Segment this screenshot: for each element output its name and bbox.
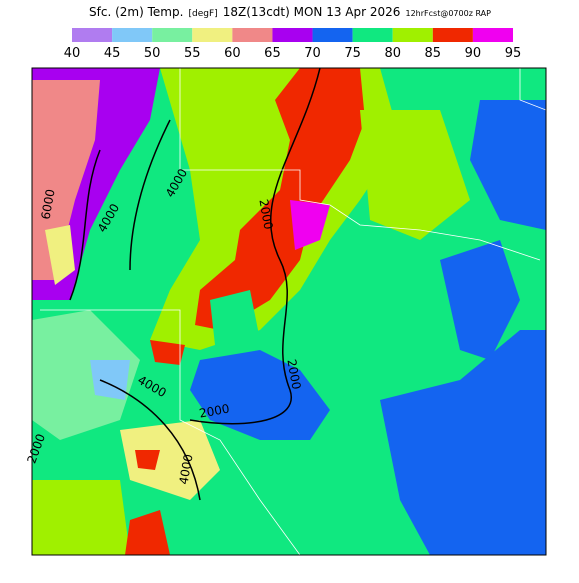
colorbar-swatch <box>72 28 113 42</box>
colorbar-label: 85 <box>425 46 442 61</box>
colorbar-label: 55 <box>184 46 201 61</box>
contour-label: 4000 <box>177 453 196 486</box>
contour-label: 6000 <box>39 188 58 221</box>
colorbar-label: 90 <box>465 46 482 61</box>
colorbar-label: 70 <box>304 46 321 61</box>
colorbar-swatch <box>312 28 353 42</box>
colorbar-swatch <box>432 28 473 42</box>
colorbar-swatch <box>152 28 193 42</box>
title-part: [degF] <box>188 9 217 19</box>
region <box>195 68 365 330</box>
colorbar-label: 50 <box>144 46 161 61</box>
map <box>31 67 547 556</box>
region <box>380 330 546 555</box>
region <box>360 110 470 240</box>
contour-label: 2000 <box>284 358 303 391</box>
title: Sfc. (2m) Temp. [degF] 18Z(13cdt) MON 13… <box>89 1 491 20</box>
colorbar-label: 45 <box>104 46 121 61</box>
region <box>125 510 170 555</box>
title-part: 18Z(13cdt) MON 13 Apr 2026 <box>223 5 401 19</box>
region <box>45 225 75 285</box>
contours <box>69 68 321 501</box>
region <box>190 350 330 440</box>
region <box>32 480 130 555</box>
region <box>150 340 185 365</box>
colorbar-label: 65 <box>264 46 281 61</box>
region <box>290 200 330 250</box>
title-part: Sfc. (2m) Temp. <box>89 5 183 19</box>
region <box>440 240 520 360</box>
colorbar-label: 60 <box>224 46 241 61</box>
colorbar: 40 45 50 55 60 65 70 75 80 85 90 95 <box>64 28 522 61</box>
colorbar-swatch <box>232 28 273 42</box>
colorbar-swatch <box>472 28 513 42</box>
colorbar-label: 95 <box>505 46 522 61</box>
colorbar-swatch <box>392 28 433 42</box>
colorbar-swatch <box>272 28 313 42</box>
region <box>90 360 130 400</box>
contour-label: 2000 <box>256 198 275 231</box>
colorbar-label: 80 <box>384 46 401 61</box>
colorbar-label: 75 <box>344 46 361 61</box>
borders <box>40 68 546 555</box>
region <box>32 310 140 440</box>
region <box>210 290 260 345</box>
colorbar-swatch <box>352 28 393 42</box>
colorbar-swatch <box>192 28 233 42</box>
colorbar-label: 40 <box>64 46 81 61</box>
region <box>135 450 160 470</box>
region <box>470 100 546 230</box>
contour-label: 2000 <box>198 402 231 421</box>
colorbar-swatch <box>112 28 153 42</box>
map-frame <box>31 67 547 556</box>
title-part: 12hrFcst@0700z RAP <box>406 9 492 18</box>
